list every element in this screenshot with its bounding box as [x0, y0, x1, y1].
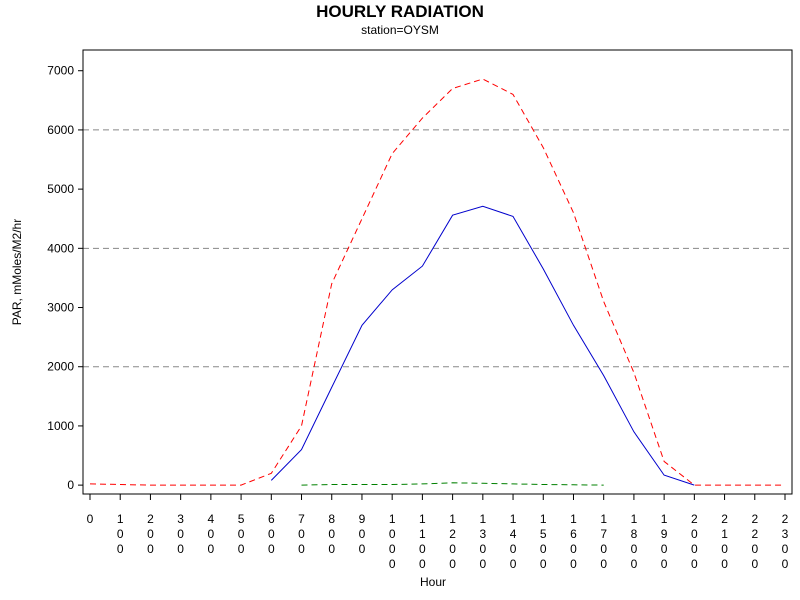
plot-frame — [82, 49, 793, 495]
chart-title: HOURLY RADIATION — [316, 2, 484, 21]
y-tick-label: 4000 — [47, 241, 74, 255]
y-tick-label: 0 — [67, 478, 74, 492]
x-axis-label: Hour — [420, 575, 446, 589]
chart-subtitle: station=OYSM — [361, 23, 439, 37]
y-tick-label: 2000 — [47, 360, 74, 374]
series-line-2 — [270, 205, 695, 486]
series-line-1 — [89, 78, 785, 486]
x-tick-label: 0 — [87, 512, 94, 526]
y-tick-label: 5000 — [47, 182, 74, 196]
y-axis: 0 1000 2000 3000 4000 5000 6000 7000 — [47, 64, 83, 492]
series-line-3 — [301, 482, 604, 486]
series-layer — [89, 78, 785, 486]
y-tick-label: 6000 — [47, 123, 74, 137]
y-axis-label: PAR, mMoles/M2/hr — [10, 219, 24, 325]
reference-lines — [83, 129, 792, 368]
x-axis: 0 1 0 0 2 0 0 3 0 0 4 0 0 5 0 0 6 0 0 7 0 0 8 0 0 9 0 0 1 0 0 0 1 1 0 0 1 2 0 0… — [87, 494, 789, 571]
y-tick-label: 3000 — [47, 301, 74, 315]
y-tick-label: 7000 — [47, 64, 74, 78]
y-tick-label: 1000 — [47, 419, 74, 433]
